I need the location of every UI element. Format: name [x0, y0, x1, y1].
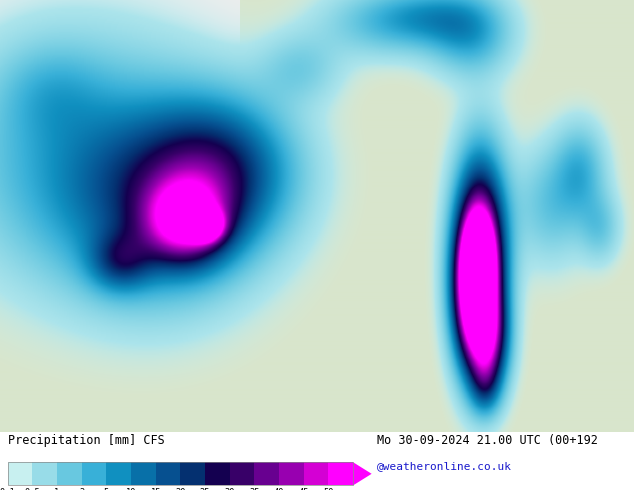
Text: 20: 20: [175, 488, 186, 490]
Bar: [8, 462, 353, 486]
Text: 0.1: 0.1: [0, 488, 15, 490]
Text: 5: 5: [104, 488, 109, 490]
Bar: [304, 462, 328, 486]
Bar: [181, 462, 205, 486]
Text: 45: 45: [299, 488, 309, 490]
Bar: [230, 462, 254, 486]
Text: @weatheronline.co.uk: @weatheronline.co.uk: [377, 461, 512, 471]
Bar: [32, 462, 57, 486]
Bar: [107, 462, 131, 486]
Polygon shape: [353, 462, 372, 486]
Text: 0.5: 0.5: [25, 488, 40, 490]
Bar: [156, 462, 181, 486]
Bar: [279, 462, 304, 486]
Bar: [57, 462, 82, 486]
Text: Precipitation [mm] CFS: Precipitation [mm] CFS: [8, 435, 164, 447]
Text: 10: 10: [126, 488, 136, 490]
Text: 25: 25: [200, 488, 210, 490]
Text: 1: 1: [55, 488, 60, 490]
Text: 40: 40: [274, 488, 284, 490]
Text: 2: 2: [79, 488, 84, 490]
Text: Mo 30-09-2024 21.00 UTC (00+192: Mo 30-09-2024 21.00 UTC (00+192: [377, 435, 598, 447]
Bar: [8, 462, 32, 486]
Text: 15: 15: [150, 488, 161, 490]
Bar: [205, 462, 230, 486]
Text: 50: 50: [323, 488, 333, 490]
Bar: [82, 462, 107, 486]
Bar: [254, 462, 279, 486]
Bar: [328, 462, 353, 486]
Text: 30: 30: [224, 488, 235, 490]
Text: 35: 35: [249, 488, 260, 490]
Bar: [131, 462, 156, 486]
